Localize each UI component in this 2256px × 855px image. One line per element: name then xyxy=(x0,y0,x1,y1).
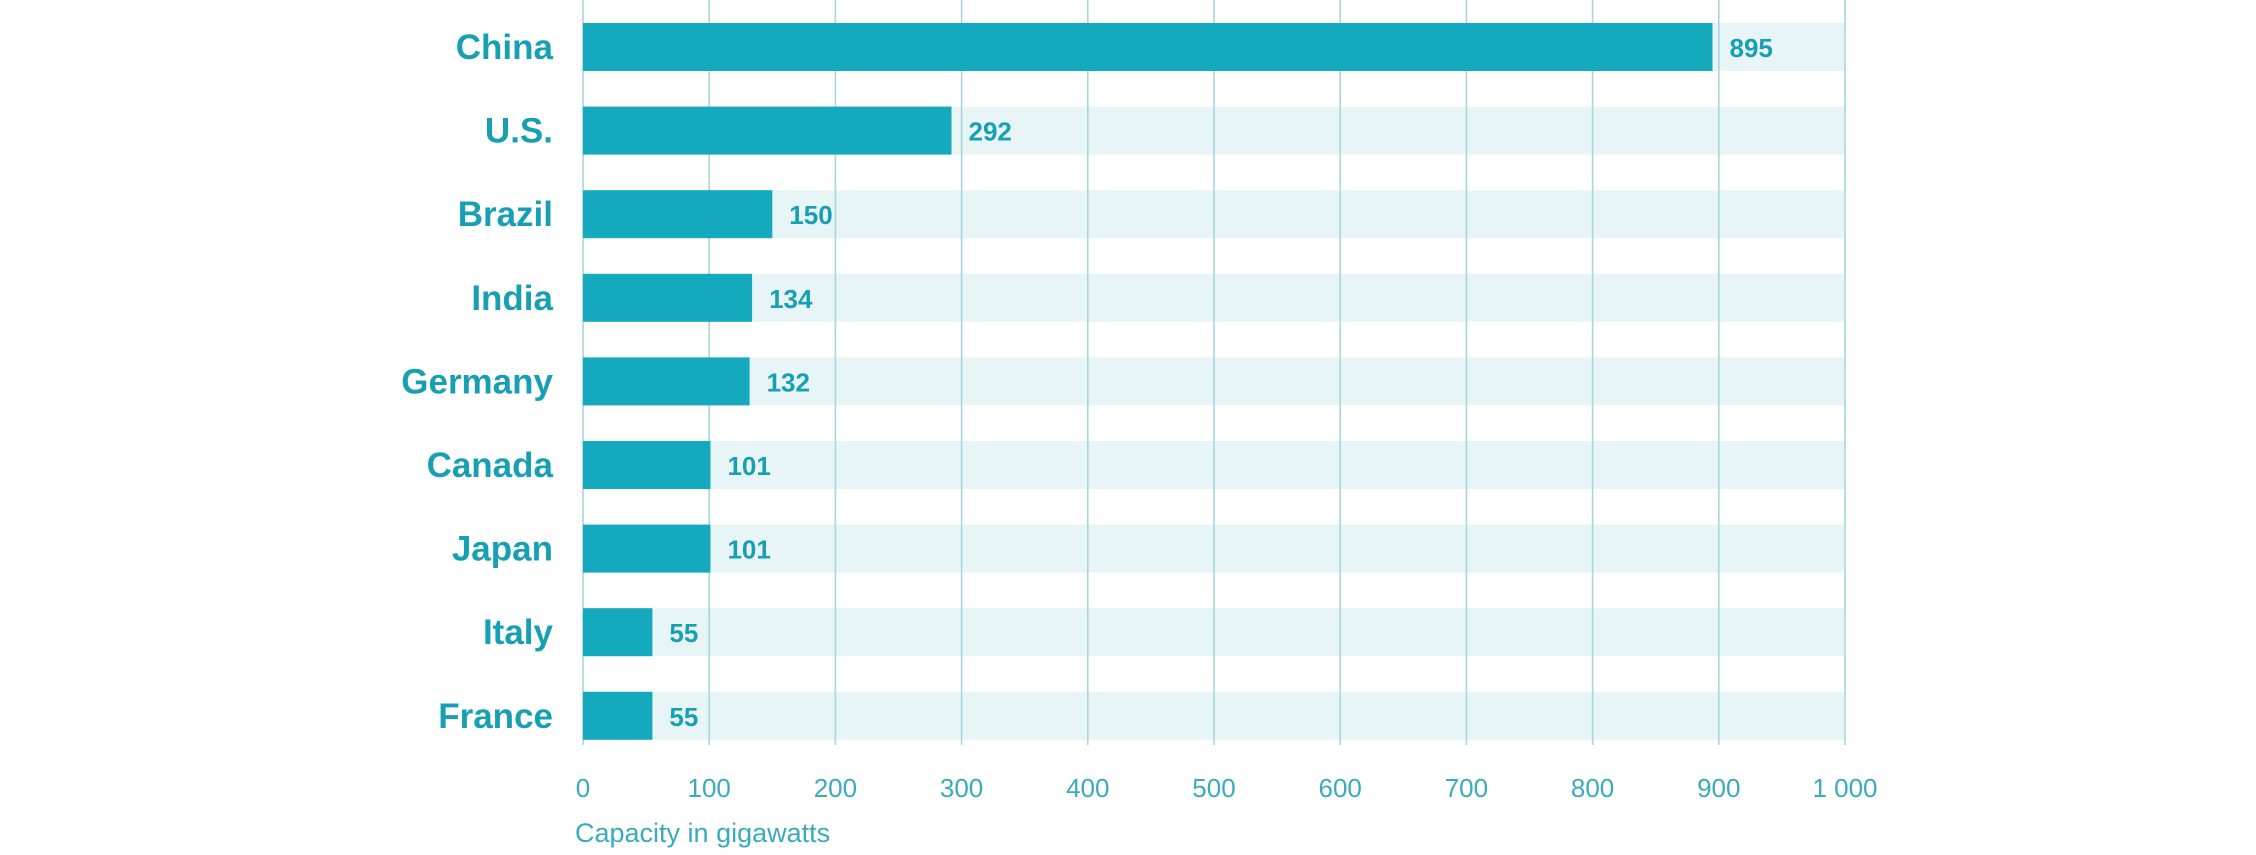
category-label: Brazil xyxy=(458,195,553,234)
bar xyxy=(583,190,773,239)
category-label: China xyxy=(456,28,554,67)
category-label: Japan xyxy=(452,530,553,569)
bar xyxy=(583,106,952,155)
bar xyxy=(583,608,653,657)
x-tick-label: 800 xyxy=(1571,773,1614,803)
bar xyxy=(583,441,711,489)
data-label: 134 xyxy=(769,284,813,314)
category-label: Canada xyxy=(427,446,554,485)
bar xyxy=(583,524,711,573)
category-label: U.S. xyxy=(485,112,553,151)
data-label: 132 xyxy=(767,367,810,397)
x-tick-label: 100 xyxy=(688,773,731,803)
category-label: France xyxy=(438,697,553,736)
x-tick-label: 200 xyxy=(814,773,857,803)
x-tick-label: 700 xyxy=(1445,773,1488,803)
category-label: Italy xyxy=(483,613,554,652)
category-label: India xyxy=(471,279,553,318)
x-tick-label: 0 xyxy=(576,773,590,803)
x-tick-label: 1 000 xyxy=(1812,773,1877,803)
data-label: 292 xyxy=(969,117,1012,147)
data-label: 55 xyxy=(669,618,698,648)
x-axis-title: Capacity in gigawatts xyxy=(575,818,830,848)
data-label: 101 xyxy=(727,535,770,565)
data-label: 150 xyxy=(789,200,832,230)
x-tick-label: 300 xyxy=(940,773,983,803)
category-label: Germany xyxy=(401,362,553,401)
data-label: 55 xyxy=(669,702,698,732)
bar xyxy=(583,357,750,406)
x-tick-label: 400 xyxy=(1066,773,1109,803)
x-tick-label: 900 xyxy=(1697,773,1740,803)
x-tick-label: 600 xyxy=(1319,773,1362,803)
x-tick-label: 500 xyxy=(1192,773,1235,803)
bar xyxy=(583,23,1713,71)
data-label: 895 xyxy=(1729,33,1772,63)
bar xyxy=(583,273,753,322)
data-label: 101 xyxy=(727,451,770,481)
bar xyxy=(583,691,653,740)
